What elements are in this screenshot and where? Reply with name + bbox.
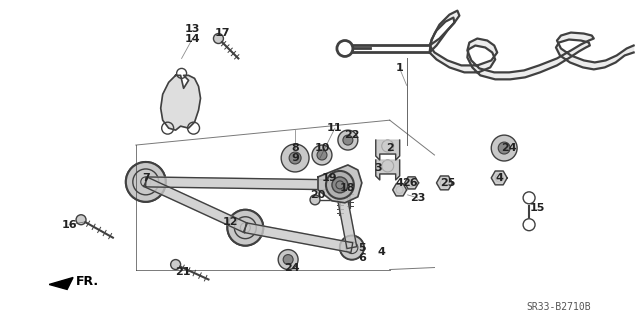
Polygon shape (436, 176, 452, 190)
Circle shape (281, 144, 309, 172)
Circle shape (126, 162, 166, 202)
Text: 21: 21 (175, 266, 190, 277)
Circle shape (227, 210, 263, 246)
Text: 4: 4 (378, 247, 386, 256)
Circle shape (343, 135, 353, 145)
Polygon shape (244, 223, 353, 253)
Circle shape (312, 145, 332, 165)
Text: 4: 4 (495, 173, 503, 183)
Text: 23: 23 (410, 193, 425, 203)
Text: 15: 15 (529, 203, 545, 213)
Circle shape (332, 177, 348, 193)
Circle shape (214, 33, 223, 43)
Text: 6: 6 (358, 253, 365, 263)
Circle shape (76, 215, 86, 225)
Text: 25: 25 (440, 178, 455, 188)
Circle shape (340, 236, 364, 260)
Text: 11: 11 (327, 123, 342, 133)
Circle shape (326, 171, 354, 199)
Text: FR.: FR. (76, 275, 99, 288)
Text: 17: 17 (214, 27, 230, 38)
Text: 5: 5 (358, 243, 365, 253)
Text: 10: 10 (314, 143, 330, 153)
Polygon shape (376, 160, 399, 180)
Circle shape (338, 130, 358, 150)
Text: 22: 22 (344, 130, 360, 140)
Text: 8: 8 (291, 143, 299, 153)
Text: 1: 1 (396, 63, 404, 73)
Text: 16: 16 (61, 220, 77, 230)
Circle shape (336, 191, 344, 199)
Polygon shape (492, 171, 507, 185)
Text: 2: 2 (386, 143, 394, 153)
Polygon shape (318, 165, 362, 203)
Circle shape (340, 236, 364, 260)
Text: 3: 3 (374, 163, 381, 173)
Text: 19: 19 (322, 173, 338, 183)
Text: 24: 24 (284, 263, 300, 272)
Polygon shape (376, 140, 399, 160)
Polygon shape (161, 75, 200, 130)
Circle shape (283, 255, 293, 264)
Circle shape (310, 195, 320, 205)
Circle shape (346, 184, 354, 192)
Text: 4: 4 (396, 178, 404, 188)
Circle shape (317, 150, 327, 160)
Text: 20: 20 (310, 190, 326, 200)
Text: 13: 13 (185, 24, 200, 33)
Text: 7: 7 (142, 173, 150, 183)
Circle shape (171, 260, 180, 270)
Circle shape (498, 142, 510, 154)
Polygon shape (429, 11, 634, 79)
Circle shape (227, 210, 263, 246)
Text: 26: 26 (402, 178, 417, 188)
Polygon shape (404, 177, 419, 189)
Text: SR33-B2710B: SR33-B2710B (527, 302, 591, 312)
Circle shape (126, 162, 166, 202)
Text: 12: 12 (223, 217, 238, 227)
Polygon shape (146, 177, 340, 190)
Circle shape (492, 135, 517, 161)
Circle shape (278, 249, 298, 270)
Text: 24: 24 (501, 143, 517, 153)
Polygon shape (49, 278, 73, 289)
Polygon shape (393, 184, 406, 196)
Text: 18: 18 (340, 183, 356, 193)
Polygon shape (144, 177, 248, 232)
Text: 14: 14 (185, 33, 200, 43)
Polygon shape (335, 184, 356, 249)
Text: 9: 9 (291, 153, 299, 163)
Circle shape (289, 152, 301, 164)
